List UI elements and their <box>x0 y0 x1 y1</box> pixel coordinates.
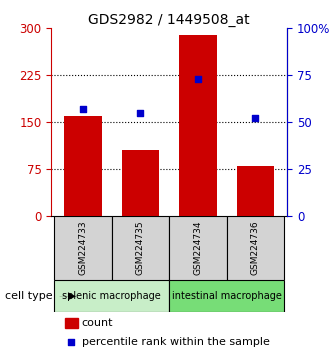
Bar <box>112 216 169 280</box>
Point <box>195 76 201 82</box>
Bar <box>54 280 169 312</box>
Bar <box>227 216 284 280</box>
Text: intestinal macrophage: intestinal macrophage <box>172 291 281 301</box>
Text: percentile rank within the sample: percentile rank within the sample <box>82 337 270 347</box>
Point <box>69 339 74 345</box>
Text: GSM224736: GSM224736 <box>251 221 260 275</box>
Point <box>253 115 258 121</box>
Title: GDS2982 / 1449508_at: GDS2982 / 1449508_at <box>88 13 250 27</box>
Bar <box>179 35 216 216</box>
Text: cell type: cell type <box>5 291 52 301</box>
Text: splenic macrophage: splenic macrophage <box>62 291 161 301</box>
Text: GSM224733: GSM224733 <box>78 221 87 275</box>
Text: count: count <box>82 318 113 328</box>
Bar <box>169 216 227 280</box>
Text: GSM224735: GSM224735 <box>136 221 145 275</box>
Bar <box>64 116 102 216</box>
Point <box>80 106 85 112</box>
Bar <box>54 216 112 280</box>
Text: GSM224734: GSM224734 <box>193 221 202 275</box>
Point <box>138 110 143 115</box>
Bar <box>122 150 159 216</box>
Bar <box>169 280 284 312</box>
Bar <box>237 166 274 216</box>
Bar <box>65 318 78 329</box>
